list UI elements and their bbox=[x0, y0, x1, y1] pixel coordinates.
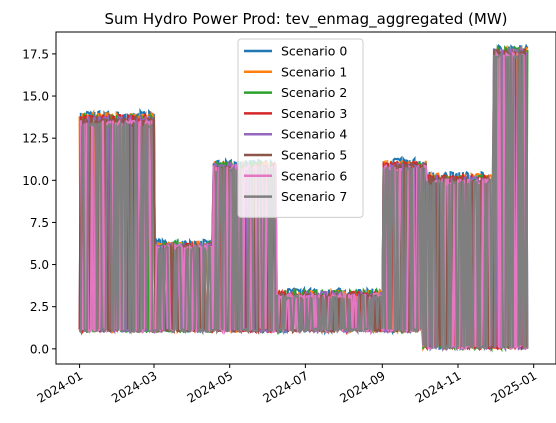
legend-label-3: Scenario 3 bbox=[281, 106, 347, 121]
series-line-5 bbox=[78, 48, 529, 352]
x-tick-label-0: 2024-01 bbox=[35, 368, 85, 405]
legend: Scenario 0 Scenario 1 Scenario 2 Scenario 3… bbox=[237, 38, 364, 218]
chart-title: Sum Hydro Power Prod: tev_enmag_aggregat… bbox=[104, 10, 507, 29]
legend-label-6: Scenario 6 bbox=[281, 168, 347, 183]
y-axis: 0.0 2.5 5.0 7.5 10.0 12.5 15.0 17.5 bbox=[22, 47, 56, 356]
x-tick-label-2: 2024-05 bbox=[185, 368, 235, 405]
x-tick-label-3: 2024-07 bbox=[260, 368, 310, 405]
y-tick-label-2: 5.0 bbox=[30, 258, 49, 272]
y-tick-label-0: 0.0 bbox=[30, 342, 49, 356]
legend-label-4: Scenario 4 bbox=[281, 127, 347, 142]
series-line-7 bbox=[78, 52, 529, 352]
legend-label-2: Scenario 2 bbox=[281, 85, 347, 100]
plot-area bbox=[78, 43, 529, 353]
legend-label-0: Scenario 0 bbox=[281, 44, 347, 59]
y-tick-label-6: 15.0 bbox=[22, 90, 49, 104]
x-tick-label-4: 2024-09 bbox=[337, 368, 387, 405]
legend-label-1: Scenario 1 bbox=[281, 64, 347, 79]
x-tick-label-6: 2025-01 bbox=[489, 368, 539, 405]
x-axis: 2024-01 2024-03 2024-05 2024-07 2024-09 2024-… bbox=[35, 364, 539, 406]
plot-frame bbox=[55, 31, 556, 365]
y-tick-label-3: 7.5 bbox=[30, 216, 49, 230]
legend-label-7: Scenario 7 bbox=[281, 189, 347, 204]
y-tick-label-4: 10.0 bbox=[22, 174, 49, 188]
legend-box bbox=[237, 38, 364, 218]
y-tick-label-5: 12.5 bbox=[22, 132, 49, 146]
legend-label-5: Scenario 5 bbox=[281, 148, 347, 163]
y-tick-label-1: 2.5 bbox=[30, 300, 49, 314]
x-tick-label-5: 2024-11 bbox=[413, 368, 463, 405]
x-tick-label-1: 2024-03 bbox=[109, 368, 159, 405]
y-tick-label-7: 17.5 bbox=[22, 47, 49, 61]
